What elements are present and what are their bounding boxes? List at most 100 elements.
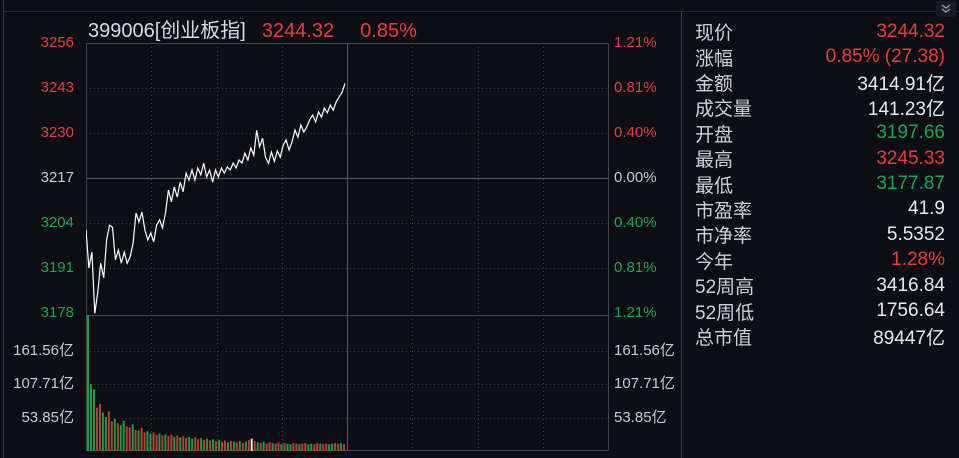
volume-bar (256, 442, 259, 451)
stat-label: 开盘 (695, 124, 734, 146)
volume-bar (110, 421, 113, 451)
price-axis-label: 3191 (40, 259, 74, 276)
stat-value: 1756.64 (876, 299, 945, 321)
percent-axis-label: 0.81% (614, 259, 657, 276)
volume-bar (337, 443, 340, 451)
stat-value: 1.28% (891, 249, 945, 271)
volume-bar (262, 441, 265, 451)
percent-axis-label: 0.40% (614, 124, 657, 141)
chevrons-down-icon (941, 4, 951, 13)
volume-bar (137, 430, 140, 451)
volume-bar (164, 434, 167, 451)
stat-value: 3197.66 (876, 122, 945, 144)
left-axis: 3256 3243 3230 3217 3204 3191 3178 161.56亿 107.7… (0, 0, 80, 458)
volume-bar (316, 443, 319, 451)
volume-bar (131, 424, 134, 451)
stat-value: 3416.84 (876, 274, 945, 296)
volume-bar (292, 443, 295, 451)
chart-title: 399006[创业板指] 3244.32 0.85% (88, 14, 417, 43)
collapse-button[interactable] (936, 1, 956, 17)
volume-bar (244, 441, 247, 451)
volume-bar (158, 433, 161, 451)
volume-bar (179, 437, 182, 451)
volume-bar (218, 439, 220, 451)
last-price: 3244.32 (261, 20, 335, 42)
volume-bar (253, 441, 256, 451)
volume-bar (188, 436, 191, 451)
volume-bar (274, 443, 277, 451)
volume-axis-label: 161.56亿 (13, 342, 74, 359)
right-axis: 1.21% 0.81% 0.40% 0.00% 0.40% 0.81% 1.21% 161.5… (609, 0, 681, 458)
volume-bar (134, 430, 137, 451)
volume-bar (238, 441, 241, 451)
volume-bar (322, 444, 325, 451)
stat-label: 现价 (695, 23, 734, 45)
stat-value: 3244.32 (876, 20, 945, 42)
percent-axis-label: 1.21% (614, 304, 657, 321)
volume-bar (93, 389, 95, 451)
volume-bar (173, 436, 176, 451)
stat-value: 41.9 (908, 198, 945, 220)
stat-label: 涨幅 (695, 48, 734, 70)
volume-bar (113, 418, 116, 451)
stat-label: 最高 (695, 150, 734, 172)
stat-row: 52周低 1756.64 (682, 298, 959, 324)
volume-bar (221, 441, 223, 451)
window-top-border (3, 11, 959, 12)
volume-bar (235, 442, 238, 451)
volume-bar (229, 441, 232, 451)
volume-axis-label: 53.85亿 (614, 409, 667, 426)
volume-bar (241, 443, 244, 451)
stat-row: 总市值 89447亿 (682, 324, 959, 349)
volume-bar (155, 434, 158, 451)
stat-label: 52周低 (695, 302, 755, 324)
volume-bar (176, 435, 179, 451)
volume-bar (170, 434, 173, 451)
volume-bar (328, 444, 331, 451)
volume-bar (185, 438, 188, 451)
volume-bar (203, 439, 206, 451)
volume-bar (226, 442, 229, 451)
volume-bar (140, 428, 143, 451)
volume-bar (232, 441, 235, 451)
volume-bar (152, 432, 155, 451)
volume-bar (250, 438, 253, 451)
stat-value: 3177.87 (876, 173, 945, 195)
price-axis-label: 3256 (40, 34, 74, 51)
price-axis-label: 3230 (40, 124, 74, 141)
percent-axis-label: 0.81% (614, 79, 657, 96)
index-code-name: 399006[创业板指] (88, 20, 246, 42)
volume-bar (271, 443, 274, 451)
volume-bar (209, 440, 212, 451)
stat-label: 成交量 (695, 99, 753, 121)
volume-bar (182, 436, 185, 451)
volume-bar (161, 435, 164, 451)
stat-row: 金额 3414.91亿 (682, 70, 959, 95)
volume-bar (301, 443, 304, 451)
volume-bar (122, 420, 125, 451)
stat-label: 市净率 (695, 226, 753, 248)
volume-bar (107, 411, 110, 451)
price-axis-label: 3243 (40, 79, 74, 96)
intraday-chart[interactable] (86, 43, 609, 451)
volume-bar (343, 444, 345, 451)
stat-row: 市盈率 41.9 (682, 197, 959, 222)
stat-value: 0.85% (27.38) (825, 46, 945, 68)
window-left-border (3, 0, 4, 458)
volume-axis-label: 107.71亿 (13, 375, 74, 392)
volume-bar (215, 441, 217, 451)
stat-label: 今年 (695, 251, 734, 273)
volume-bar (331, 443, 334, 451)
price-line (86, 83, 346, 314)
volume-bar (104, 417, 107, 451)
volume-bar (340, 443, 342, 451)
volume-axis-label: 161.56亿 (614, 342, 675, 359)
volume-bar (143, 432, 146, 451)
stat-row: 今年 1.28% (682, 248, 959, 273)
volume-bar (286, 443, 289, 451)
volume-bar (98, 404, 101, 451)
volume-bar (247, 439, 250, 451)
stat-label: 最低 (695, 175, 734, 197)
volume-bar (304, 443, 307, 451)
